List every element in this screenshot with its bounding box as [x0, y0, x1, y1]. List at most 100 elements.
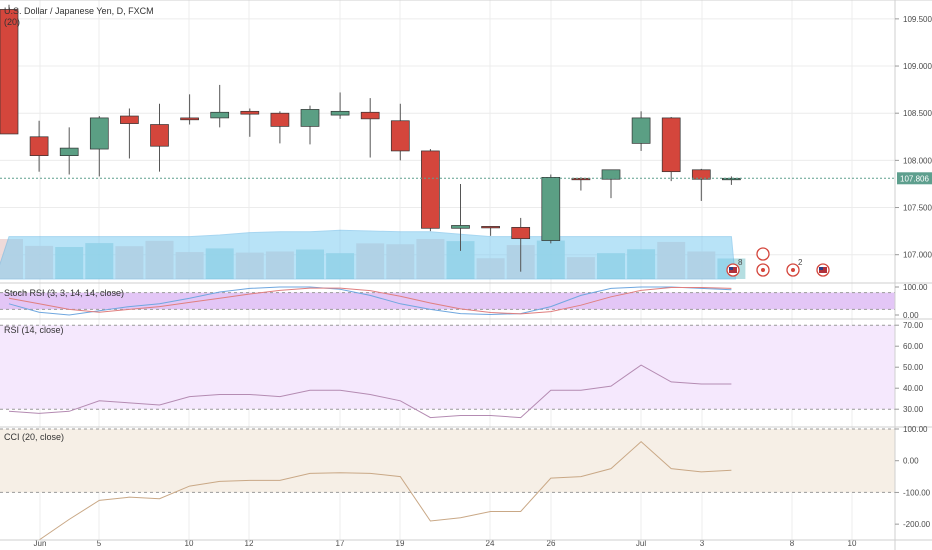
candle-body: [601, 169, 621, 180]
candle-body: [390, 120, 410, 152]
x-tick-label: 8: [790, 539, 795, 548]
candle: [631, 111, 651, 151]
indicator-tick-label: 70.00: [903, 321, 924, 330]
last-price-tag: 107.806: [900, 174, 929, 183]
indicator-tick-label: 50.00: [903, 363, 924, 372]
candle-body: [0, 9, 19, 135]
indicator-tick-label: 0.00: [903, 457, 919, 466]
indicator-line: [8, 287, 732, 315]
candle-body: [421, 150, 440, 229]
flag-canton: [819, 267, 823, 270]
indicator-tick-label: 100.00: [903, 283, 928, 292]
candle-body: [722, 177, 741, 181]
candle-body: [29, 136, 49, 157]
candle: [300, 105, 320, 145]
candle-body: [631, 117, 651, 144]
price-tick-label: 109.000: [903, 62, 932, 71]
x-tick-label: Jun: [34, 539, 47, 548]
stoch-rsi-pane: [0, 286, 895, 316]
candle: [511, 217, 531, 272]
indicator-line: [8, 364, 732, 419]
indicator-tick-label: -200.00: [903, 520, 931, 529]
indicator-tick-label: 60.00: [903, 342, 924, 351]
candle-body: [511, 226, 531, 240]
x-tick-label: 26: [547, 539, 556, 548]
candle: [451, 183, 470, 251]
indicator-line: [9, 441, 732, 541]
candle: [270, 111, 290, 144]
candle: [571, 177, 591, 191]
candle: [601, 169, 621, 199]
candle: [481, 226, 500, 236]
candle-body: [360, 111, 380, 120]
price-tick-label: 109.500: [903, 15, 932, 24]
candle: [541, 174, 561, 244]
candle-body: [541, 176, 561, 241]
price-tick-label: 108.000: [903, 156, 932, 165]
volume-bars: [0, 229, 746, 280]
candle: [240, 108, 260, 137]
us-flag-event-icon[interactable]: 8: [726, 258, 743, 277]
candle: [330, 92, 350, 119]
candle-body: [120, 115, 139, 124]
rsi-label: RSI (14, close): [4, 325, 64, 335]
cci-pane: [0, 428, 895, 541]
indicator-tick-label: 100.00: [903, 425, 928, 434]
x-tick-label: 10: [185, 539, 194, 548]
x-tick-label: 5: [97, 539, 102, 548]
indicator-tick-label: -100.00: [903, 488, 931, 497]
candle: [390, 103, 410, 161]
candle: [210, 84, 230, 128]
volume-label: (20): [4, 17, 20, 27]
event-badge: 2: [798, 258, 803, 267]
x-tick-label: Jul: [636, 539, 646, 548]
candle: [150, 103, 169, 172]
candle: [691, 168, 711, 201]
last-price-tag-bg: [897, 172, 932, 185]
indicator-tick-label: 0.00: [903, 311, 919, 320]
price-tick-label: 107.000: [903, 251, 932, 260]
candle-body: [481, 226, 500, 229]
candle-body: [451, 225, 470, 229]
candlestick-series: [0, 4, 741, 272]
candle: [661, 116, 681, 182]
us-flag-event-icon: [756, 247, 770, 261]
x-tick-label: 17: [336, 539, 345, 548]
candle: [360, 98, 380, 158]
cci-label: CCI (20, close): [4, 432, 64, 442]
band-fill: [0, 429, 895, 493]
candle-body: [661, 117, 681, 173]
stoch-rsi-label: Stoch RSI (3, 3, 14, 14, close): [4, 288, 124, 298]
dividend-event-icon[interactable]: 2: [786, 258, 803, 277]
candle: [421, 149, 440, 232]
event-dot: [791, 268, 795, 272]
candle-body: [300, 109, 320, 127]
flag-canton: [729, 267, 733, 270]
symbol-title: U.S. Dollar / Japanese Yen, D, FXCM: [4, 6, 154, 16]
candle: [89, 116, 109, 177]
indicator-tick-label: 30.00: [903, 405, 924, 414]
candle: [0, 4, 19, 135]
candle: [722, 176, 741, 185]
event-dot: [761, 268, 765, 272]
candle-body: [240, 110, 260, 115]
indicator-line: [8, 286, 732, 316]
candle-body: [210, 111, 230, 119]
indicator-tick-label: 40.00: [903, 384, 924, 393]
x-tick-label: 3: [700, 539, 705, 548]
candle: [29, 120, 49, 172]
dividend-event-icon[interactable]: [756, 263, 770, 277]
band-fill: [0, 325, 895, 410]
price-tick-label: 108.500: [903, 109, 932, 118]
candle: [120, 108, 139, 159]
candle: [59, 127, 79, 175]
candle: [180, 94, 199, 125]
us-flag-event-icon[interactable]: [816, 263, 830, 277]
rsi-pane: [0, 324, 895, 419]
candle-body: [691, 169, 711, 180]
x-tick-label: 24: [486, 539, 495, 548]
candle-body: [180, 117, 199, 121]
price-tick-label: 107.500: [903, 204, 932, 213]
